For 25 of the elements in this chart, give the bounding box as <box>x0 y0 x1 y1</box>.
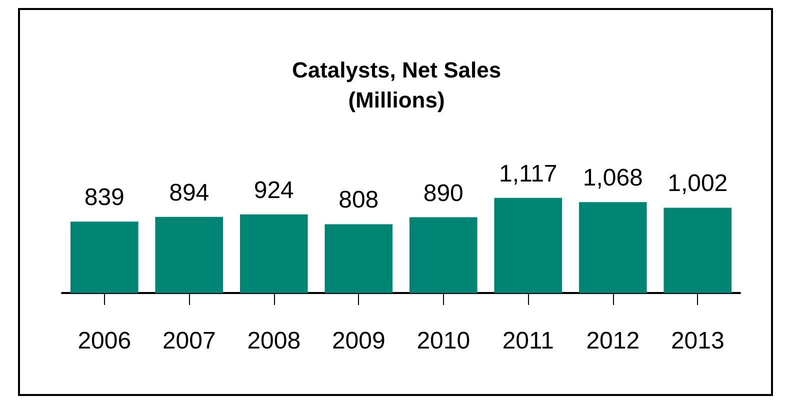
data-label: 1,002 <box>668 170 728 198</box>
data-label: 808 <box>338 186 379 214</box>
x-tick-label: 2011 <box>502 328 554 354</box>
data-label: 894 <box>169 179 210 206</box>
bar <box>240 214 308 293</box>
data-label: 1,068 <box>582 164 643 192</box>
bar <box>494 198 562 293</box>
x-tick-label: 2010 <box>416 328 470 354</box>
data-label: 924 <box>254 176 294 204</box>
bar <box>578 202 647 293</box>
bar <box>324 224 393 293</box>
bar <box>70 222 138 293</box>
bar <box>155 216 224 293</box>
x-tick-label: 2006 <box>78 328 132 354</box>
x-tick-label: 2013 <box>670 328 724 354</box>
x-tick-label: 2008 <box>247 328 301 354</box>
data-label: 890 <box>423 180 464 207</box>
x-tick-label: 2012 <box>586 328 640 354</box>
data-label: 839 <box>84 184 124 212</box>
x-tick-label: 2007 <box>162 328 216 354</box>
chart-title: Catalysts, Net Sales (Millions) <box>292 58 502 112</box>
bar <box>409 217 478 293</box>
data-label: 1,117 <box>498 160 558 188</box>
bar <box>664 208 732 293</box>
x-tick-label: 2009 <box>332 328 386 354</box>
